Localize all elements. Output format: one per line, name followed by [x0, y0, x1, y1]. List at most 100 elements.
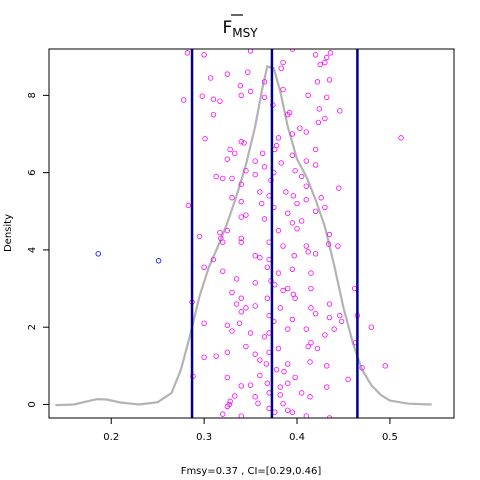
- outlier-point: [95, 251, 101, 257]
- data-point: [275, 135, 282, 141]
- data-point: [185, 202, 192, 209]
- data-point: [298, 390, 305, 396]
- data-point: [303, 326, 310, 332]
- data-point: [238, 295, 244, 301]
- data-point: [326, 301, 333, 307]
- data-point: [280, 86, 286, 93]
- data-point: [305, 92, 311, 99]
- data-point: [238, 214, 244, 220]
- data-point: [324, 54, 330, 61]
- data-point: [322, 204, 328, 211]
- data-point: [285, 407, 291, 413]
- data-point: [298, 173, 305, 180]
- data-point: [278, 65, 284, 72]
- data-point: [278, 160, 284, 166]
- data-point: [303, 243, 310, 249]
- chart-title: FMSY: [222, 18, 258, 40]
- data-point: [314, 345, 321, 352]
- data-point: [308, 305, 314, 311]
- data-point: [314, 79, 321, 85]
- data-point: [326, 77, 333, 83]
- data-point: [232, 393, 238, 399]
- data-point: [312, 310, 319, 317]
- data-point: [233, 301, 240, 307]
- data-point: [229, 195, 235, 201]
- data-point: [285, 326, 291, 332]
- data-point: [286, 110, 293, 116]
- data-point: [303, 129, 310, 135]
- x-tick-label: 0.4: [289, 432, 305, 443]
- data-point: [245, 69, 251, 75]
- data-point: [305, 249, 311, 255]
- data-point: [315, 119, 322, 126]
- data-point: [322, 115, 328, 122]
- data-point: [259, 150, 266, 157]
- y-tick-label: 8: [27, 92, 38, 98]
- data-point: [201, 320, 207, 327]
- data-point: [285, 380, 291, 386]
- data-point: [247, 382, 254, 388]
- data-point: [252, 394, 258, 400]
- data-point: [257, 189, 263, 195]
- data-point: [324, 94, 330, 100]
- data-point: [326, 231, 333, 238]
- data-point: [184, 50, 191, 56]
- data-point: [229, 289, 235, 296]
- y-tick-label: 2: [27, 324, 38, 330]
- data-point: [255, 400, 261, 407]
- data-point: [398, 135, 404, 141]
- y-tick-label: 0: [27, 401, 38, 407]
- data-point: [220, 175, 226, 182]
- data-point: [305, 343, 311, 350]
- data-point: [280, 243, 286, 249]
- data-point: [312, 251, 319, 257]
- data-point: [261, 164, 268, 170]
- data-point: [224, 322, 231, 328]
- data-point: [238, 139, 244, 145]
- data-point: [243, 343, 249, 350]
- y-axis-label: Density: [3, 214, 14, 252]
- data-point: [227, 146, 233, 153]
- data-point: [261, 334, 268, 340]
- data-point: [224, 71, 231, 77]
- data-point: [201, 52, 207, 58]
- data-point: [247, 88, 254, 95]
- data-point: [252, 303, 258, 309]
- data-point: [243, 305, 249, 311]
- data-point: [324, 363, 330, 369]
- data-point: [224, 156, 231, 162]
- data-point: [312, 146, 319, 153]
- data-point: [232, 150, 238, 157]
- data-point: [201, 354, 207, 361]
- data-point: [210, 96, 217, 102]
- data-point: [303, 413, 310, 418]
- data-point: [238, 309, 244, 315]
- data-point: [217, 229, 223, 236]
- x-axis: 0.2 0.3 0.4 0.5: [103, 418, 398, 443]
- data-point: [294, 200, 300, 207]
- data-point: [264, 380, 270, 386]
- x-tick-label: 0.5: [382, 432, 398, 443]
- data-point: [336, 185, 342, 191]
- data-point: [220, 268, 226, 274]
- data-point: [285, 210, 291, 216]
- data-point: [292, 295, 298, 301]
- data-point: [308, 285, 314, 292]
- data-point: [277, 384, 283, 390]
- data-point: [238, 239, 244, 245]
- data-point: [331, 326, 337, 332]
- data-point: [238, 235, 244, 242]
- data-point: [207, 75, 214, 81]
- data-point: [292, 374, 298, 381]
- data-point: [220, 239, 226, 245]
- data-point: [368, 324, 375, 330]
- data-point: [307, 394, 313, 400]
- data-point: [180, 97, 187, 103]
- data-point: [247, 49, 254, 54]
- data-point: [322, 59, 328, 66]
- data-point: [261, 216, 268, 222]
- data-point: [257, 372, 263, 379]
- data-point: [298, 218, 305, 224]
- plot-inner: [55, 49, 432, 418]
